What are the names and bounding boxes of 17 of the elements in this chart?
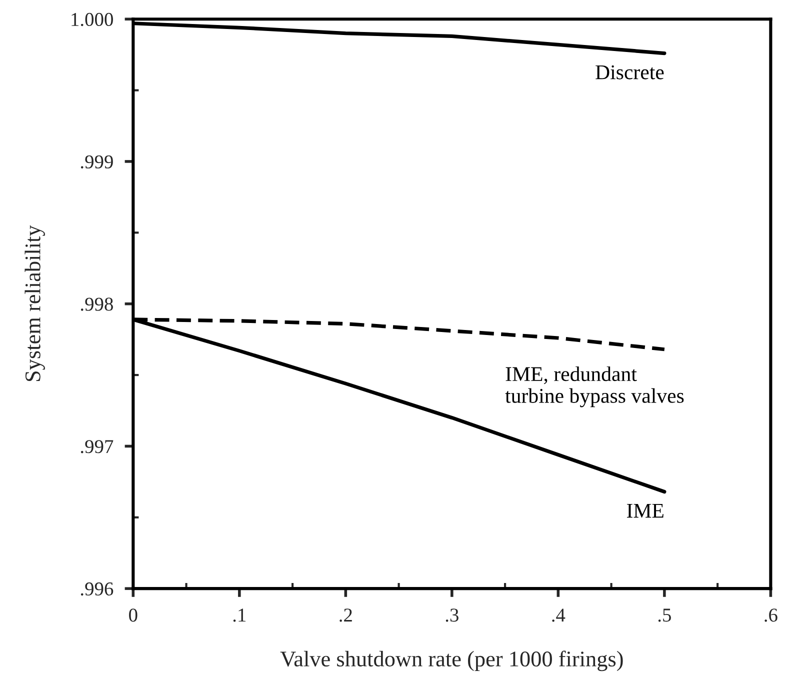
series-label: IME: [626, 504, 664, 518]
x-tick-label: .3: [446, 608, 458, 622]
y-tick-label: 1.000: [72, 12, 113, 26]
y-tick-label: .996: [80, 582, 114, 596]
y-tick-label: .999: [80, 155, 113, 168]
x-tick-label: 0: [129, 608, 138, 622]
x-tick-label: .5: [658, 608, 671, 622]
x-tick-label: .4: [552, 608, 566, 622]
y-axis-title: System reliability: [24, 225, 45, 382]
x-tick-label: .6: [764, 608, 778, 622]
x-axis-title: Valve shutdown rate (per 1000 firings): [280, 650, 623, 672]
series-label: Discrete: [596, 65, 664, 80]
x-tick-label: .1: [233, 608, 246, 622]
y-tick-label: .997: [80, 440, 114, 454]
x-tick-label: .2: [340, 608, 352, 622]
series-label: IME, redundant turbine bypass valves: [505, 366, 684, 408]
y-tick-label: .998: [80, 298, 113, 311]
